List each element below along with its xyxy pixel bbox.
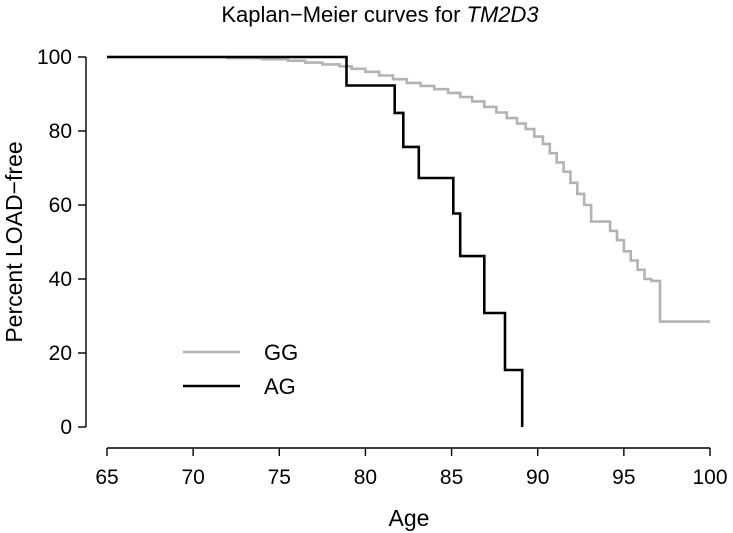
x-tick-label: 70: [181, 466, 204, 489]
x-tick-label: 80: [354, 466, 377, 489]
y-tick-label: 40: [49, 268, 72, 291]
chart-title-gene: TM2D3: [467, 2, 540, 27]
series-line-gg: [107, 55, 710, 323]
y-tick-label: 100: [37, 46, 72, 69]
y-tick-label: 20: [49, 342, 72, 365]
x-tick-label: 85: [440, 466, 463, 489]
y-tick-label: 60: [49, 194, 72, 217]
legend-label-ag: AG: [264, 374, 296, 399]
legend-label-gg: GG: [264, 340, 298, 365]
series-line-ag: [107, 55, 524, 427]
y-tick-label: 80: [49, 120, 72, 143]
x-tick-label: 100: [692, 466, 727, 489]
x-axis-title: Age: [389, 505, 430, 531]
x-tick-label: 75: [268, 466, 291, 489]
chart-title-text: Kaplan−Meier curves for: [221, 2, 466, 27]
x-tick-label: 90: [526, 466, 549, 489]
x-axis: 65 70 75 80 85 90 95 100: [95, 447, 728, 489]
y-axis-title: Percent LOAD−free: [1, 141, 27, 342]
chart-title: Kaplan−Meier curves for TM2D3: [221, 2, 539, 27]
x-tick-label: 95: [612, 466, 635, 489]
x-tick-label: 65: [95, 466, 118, 489]
y-tick-label: 0: [60, 416, 72, 439]
plot-area: [107, 55, 710, 427]
y-axis: 0 20 40 60 80 100: [37, 46, 87, 439]
legend: GG AG: [183, 340, 298, 399]
